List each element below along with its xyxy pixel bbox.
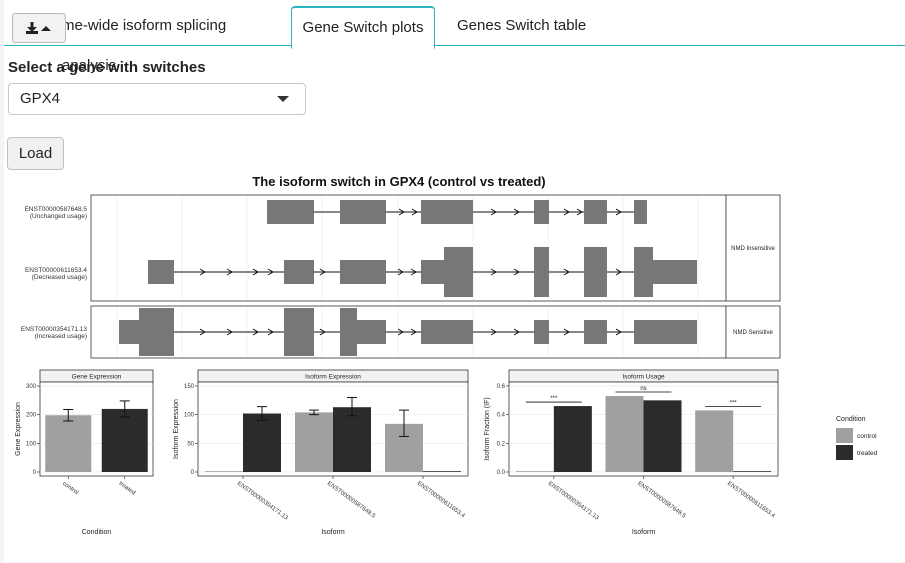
download-icon bbox=[26, 22, 38, 34]
isoform-note-2: (Decreased usage) bbox=[32, 274, 87, 281]
x-tick-label: ENST00000354171.13 bbox=[547, 481, 600, 522]
gene-select-label: Select a gene with switches bbox=[8, 59, 206, 76]
facet-label-nmd-insensitive: NMD Insensitive bbox=[731, 246, 775, 252]
tab-gene-switch-plots[interactable]: Gene Switch plots bbox=[291, 6, 435, 49]
significance-label: *** bbox=[550, 396, 558, 402]
y-tick-label: 100 bbox=[184, 413, 195, 419]
bar-control bbox=[515, 471, 554, 472]
chevron-down-icon bbox=[277, 96, 289, 102]
legend-label-treated: treated bbox=[857, 450, 878, 457]
x-tick-label: ENST00000587648.5 bbox=[636, 481, 687, 520]
tab-label: Gene Switch plots bbox=[302, 19, 424, 36]
tab-label: me-wide isoform splicing analysis bbox=[62, 17, 227, 74]
y-tick-label: 0.6 bbox=[497, 384, 506, 390]
chart-isoform-expression: Isoform Expression 0 50 100 150 ENST000003541… bbox=[173, 369, 469, 536]
legend-swatch-treated bbox=[836, 445, 853, 460]
bar-treated bbox=[733, 471, 772, 472]
bar-control bbox=[695, 410, 734, 472]
expression-charts: Gene Expression 0 100 200 300 control treated C… bbox=[15, 369, 779, 536]
tab-genome-wide-analysis[interactable]: me-wide isoform splicing analysis bbox=[62, 6, 282, 74]
y-axis-label: Gene Expression bbox=[15, 402, 22, 456]
y-tick-label: 50 bbox=[187, 441, 194, 447]
x-tick-label: control bbox=[61, 481, 79, 496]
y-tick-label: 0.2 bbox=[497, 441, 506, 447]
chart-gene-expression: Gene Expression 0 100 200 300 control treated C… bbox=[15, 369, 154, 536]
chart-title: Isoform Expression bbox=[305, 374, 361, 381]
significance-label: ns bbox=[640, 386, 646, 392]
y-axis-label: Isoform Expression bbox=[173, 399, 180, 459]
y-axis-label: Isoform Fraction (IF) bbox=[484, 397, 491, 460]
x-tick-label: ENST00000354171.13 bbox=[236, 481, 289, 522]
x-tick-label: ENST00000587648.5 bbox=[326, 481, 377, 520]
bar-treated bbox=[553, 406, 592, 472]
gene-select[interactable]: GPX4 bbox=[8, 83, 306, 115]
y-tick-label: 0 bbox=[191, 470, 195, 476]
y-tick-label: 0.4 bbox=[497, 413, 506, 419]
x-tick-label: ENST00000611653.4 bbox=[726, 481, 776, 520]
y-tick-label: 0 bbox=[33, 470, 37, 476]
x-tick-label: treated bbox=[118, 481, 137, 497]
x-axis-label: Condition bbox=[82, 529, 112, 536]
condition-legend: Condition control treated bbox=[836, 416, 878, 460]
tab-label: Genes Switch table bbox=[457, 17, 587, 34]
switch-plot-title: The isoform switch in GPX4 (control vs t… bbox=[252, 174, 545, 189]
tab-bar: me-wide isoform splicing analysis Gene S… bbox=[4, 2, 905, 74]
bar-control bbox=[45, 415, 92, 472]
tab-genes-switch-table[interactable]: Genes Switch table bbox=[457, 6, 597, 46]
isoform-label-2: ENST00000611653.4 bbox=[25, 267, 87, 274]
isoform-note-1: (Unchanged usage) bbox=[30, 213, 87, 220]
x-axis-label: Isoform bbox=[321, 529, 345, 536]
isoform-label-1: ENST00000587648.5 bbox=[24, 206, 87, 213]
isoform-note-3: (Increased usage) bbox=[35, 333, 87, 340]
gene-select-value: GPX4 bbox=[20, 90, 61, 107]
y-tick-label: 100 bbox=[26, 441, 37, 447]
y-tick-label: 0.0 bbox=[497, 470, 506, 476]
load-button[interactable]: Load bbox=[7, 137, 64, 170]
isoform-label-3: ENST00000354171.13 bbox=[21, 326, 88, 333]
gene-structure-panel-nmd-sensitive: NMD Sensitive ENST00000354171.13 (Increa… bbox=[21, 305, 781, 359]
bar-control bbox=[295, 412, 333, 472]
legend-swatch-control bbox=[836, 428, 853, 443]
bar-treated bbox=[243, 413, 281, 472]
x-tick-label: ENST00000611653.4 bbox=[416, 481, 466, 520]
bar-control bbox=[605, 396, 644, 472]
y-tick-label: 300 bbox=[26, 384, 37, 390]
gene-structure-panel-nmd-insensitive: NMD Insensitive ENST00000587648.5 (Uncha… bbox=[24, 194, 781, 302]
chart-isoform-usage: Isoform Usage 0.0 0.2 0.4 0.6 ENST00000354171… bbox=[484, 369, 779, 536]
facet-label-nmd-sensitive: NMD Sensitive bbox=[733, 330, 773, 336]
chart-title: Isoform Usage bbox=[622, 374, 665, 381]
y-tick-label: 150 bbox=[184, 384, 195, 390]
significance-label: *** bbox=[730, 400, 738, 406]
caret-up-icon bbox=[41, 26, 51, 31]
chart-title: Gene Expression bbox=[72, 374, 122, 381]
bar-treated bbox=[333, 407, 371, 472]
bar-treated bbox=[101, 408, 148, 472]
y-tick-label: 200 bbox=[26, 413, 37, 419]
bar-control bbox=[205, 471, 243, 472]
bar-treated bbox=[423, 471, 461, 472]
legend-label-control: control bbox=[857, 433, 877, 440]
download-button[interactable] bbox=[12, 13, 66, 43]
legend-title: Condition bbox=[836, 416, 866, 423]
x-axis-label: Isoform bbox=[632, 529, 656, 536]
bar-treated bbox=[643, 400, 682, 472]
